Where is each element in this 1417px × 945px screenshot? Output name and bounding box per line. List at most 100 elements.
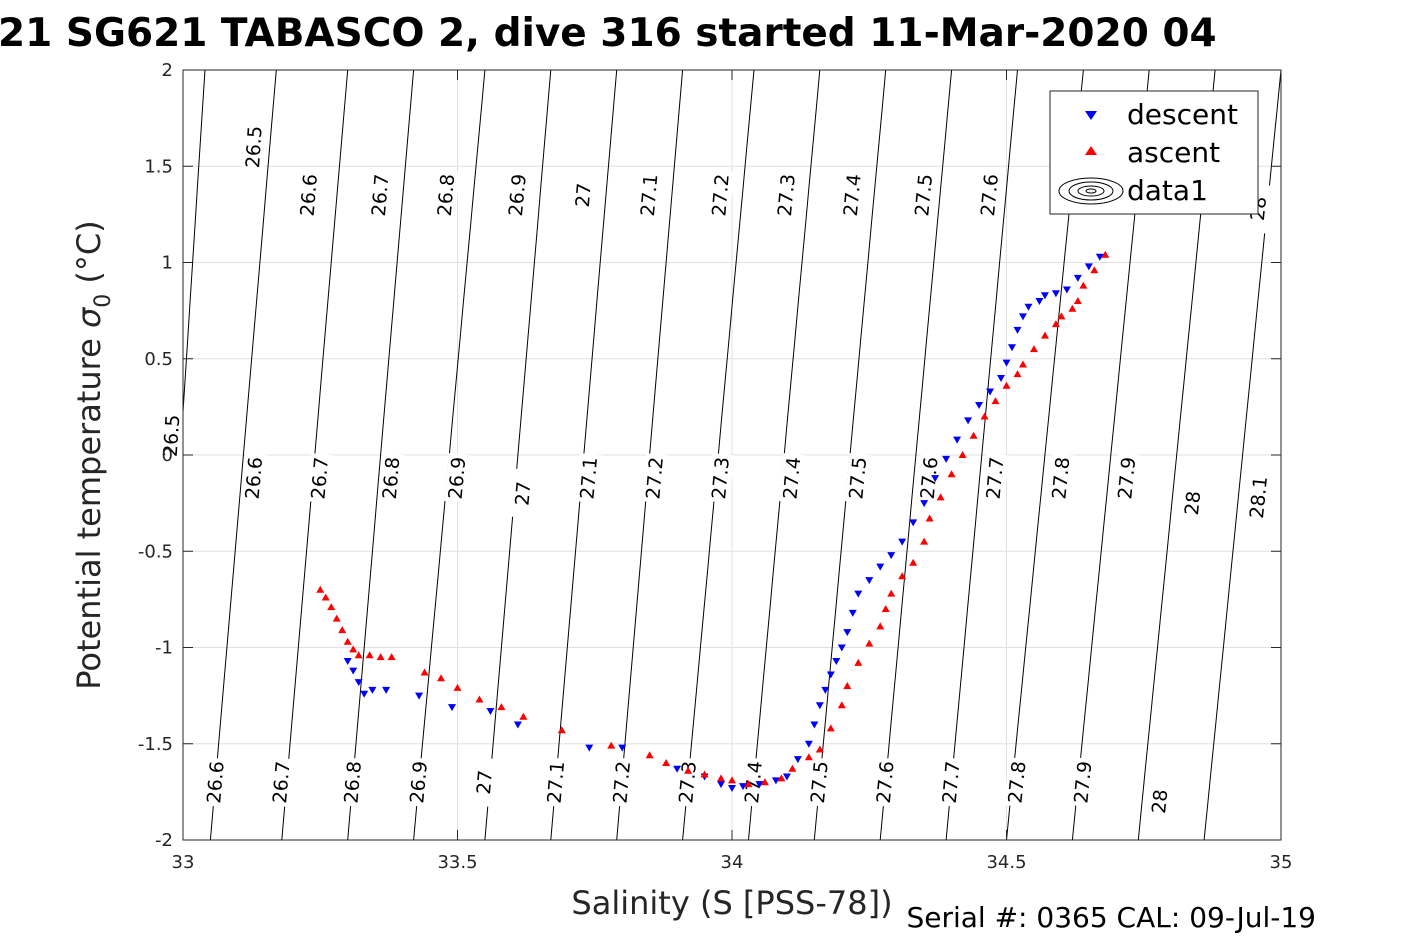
descent-marker — [782, 773, 791, 781]
ascent-marker — [991, 397, 1000, 405]
descent-marker — [360, 690, 369, 698]
ascent-marker — [338, 626, 347, 634]
legend[interactable]: descent ascent data1 — [1049, 90, 1259, 215]
ascent-marker — [788, 764, 797, 772]
contour-label-gap — [1179, 478, 1207, 529]
ascent-marker — [1101, 250, 1110, 258]
descent-marker — [815, 702, 824, 710]
sigma0-contour-label: 26.5 — [160, 414, 185, 458]
legend-descent-marker — [1085, 111, 1097, 120]
sigma0-contour-label: 27.9 — [1114, 456, 1140, 500]
x-tick-label: 33 — [172, 852, 195, 873]
contour-label-gap — [241, 453, 268, 503]
contour-label-gap — [433, 170, 460, 220]
ascent-marker — [332, 614, 341, 622]
ascent-marker — [744, 780, 753, 788]
x-axis-label: Salinity (S [PSS-78]) — [571, 884, 892, 922]
descent-marker — [618, 744, 627, 752]
ascent-marker — [936, 493, 945, 501]
ascent-marker — [349, 645, 358, 653]
y-tick-label: 0 — [162, 445, 173, 466]
contour-label-gap — [773, 170, 801, 221]
sigma0-contour-label: 27.2 — [708, 173, 734, 217]
ascent-marker — [662, 759, 671, 766]
sigma0-contour-label: 27.6 — [873, 760, 899, 804]
contour-label-gap — [636, 170, 663, 220]
descent-marker — [673, 765, 682, 773]
contour-label-gap — [872, 757, 899, 808]
descent-marker — [738, 783, 747, 791]
contour-label-gap — [642, 453, 669, 503]
ascent-marker — [969, 431, 978, 439]
descent-marker — [1007, 344, 1016, 352]
contour-label-gap — [1146, 776, 1174, 827]
ascent-marker — [1090, 266, 1099, 274]
sigma0-contour-label: 28.1 — [1246, 475, 1272, 519]
contour-label-gap — [241, 122, 267, 172]
ascent-marker — [1002, 381, 1011, 389]
sigma0-contour-label: 27.2 — [609, 760, 635, 804]
sigma0-contour-label: 27.1 — [637, 173, 663, 217]
ascent-marker — [947, 470, 956, 478]
sigma0-contour-label: 27.8 — [1004, 760, 1030, 804]
sigma0-contour-label: 26.9 — [445, 456, 471, 500]
sigma0-contour-label: 26.6 — [203, 760, 229, 804]
ascent-marker — [684, 766, 693, 774]
sigma0-contour-label: 26.6 — [242, 456, 268, 500]
ascent-marker — [760, 778, 769, 786]
sigma0-contour-label: 26.8 — [379, 456, 405, 500]
sigma0-contour-label: 27.9 — [1070, 760, 1096, 804]
sigma0-contour-label: 26.7 — [307, 456, 333, 500]
contour-label-gap — [707, 453, 735, 504]
contour-label-gap — [910, 170, 938, 221]
descent-marker — [821, 686, 830, 694]
contour-label-gap — [159, 411, 185, 461]
legend-contour-icon — [1058, 177, 1124, 205]
descent-marker — [865, 577, 874, 585]
ascent-marker — [387, 653, 396, 661]
ascent-marker — [728, 776, 736, 784]
descent-marker — [1062, 286, 1071, 294]
ascent-marker — [925, 514, 934, 522]
y-tick-label: -0.5 — [138, 541, 173, 562]
legend-box — [1049, 90, 1259, 215]
ascent-marker — [980, 412, 989, 420]
ascent-marker — [376, 653, 385, 661]
contour-label-gap — [504, 170, 532, 221]
contour-label-gap — [296, 170, 323, 220]
ascent-marker — [837, 701, 846, 709]
descent-marker — [810, 721, 819, 729]
sigma0-contour-label: 28 — [1148, 788, 1172, 814]
ascent-marker — [1068, 304, 1077, 312]
descent-marker — [920, 500, 929, 508]
contour-label-gap — [806, 757, 834, 808]
descent-marker — [1073, 274, 1082, 282]
contour-label-gap — [510, 468, 537, 519]
ascent-marker — [316, 585, 325, 593]
serial-cal-footer: Serial #: 0365 CAL: 09-Jul-19 — [906, 901, 1316, 934]
legend-ascent-marker — [1085, 146, 1097, 155]
ascent-marker — [1057, 312, 1066, 320]
ascent-marker — [898, 572, 907, 580]
y-tick-label: -1 — [155, 638, 173, 659]
descent-marker — [343, 657, 352, 665]
ascent-marker — [876, 622, 885, 630]
sigma0-contour-label: 27.5 — [845, 456, 871, 500]
chart-title: 21 SG621 TABASCO 2, dive 316 started 11-… — [0, 11, 1217, 56]
sigma0-contour-label: 27.8 — [1048, 456, 1074, 500]
density-contours: 26.5 26.5 26.6 26.6 26.6 26.7 26.7 26.7 26.8 26.8… — [159, 70, 1281, 840]
descent-marker — [771, 777, 780, 785]
axis-ticks: 33 33.5 34 34.5 35 2 1.5 1 0.5 0 -0.5 -1 -1.5 -2 — [138, 60, 1293, 873]
ascent-marker — [1013, 370, 1022, 378]
contour-label-gap — [938, 757, 965, 808]
descent-marker — [843, 629, 852, 637]
contour-label-gap — [471, 757, 498, 808]
y-axis-label: Potential temperature σ0 (°C) — [70, 220, 116, 689]
y-tick-label: 2 — [162, 60, 173, 81]
sigma0-contour-label: 27.4 — [840, 173, 866, 217]
ascent-marker — [815, 745, 824, 753]
ascent-marker — [887, 589, 896, 597]
contour-label-gap — [307, 453, 334, 503]
descent-marker — [1035, 298, 1044, 305]
descent-marker — [1013, 326, 1022, 334]
